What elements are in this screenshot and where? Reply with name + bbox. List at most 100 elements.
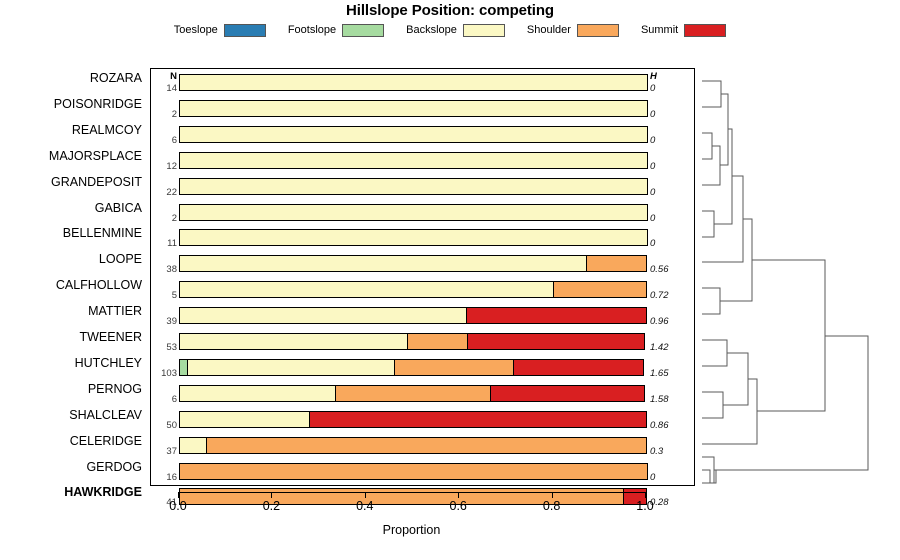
h-value: 0 — [650, 238, 656, 250]
category-label: TWEENER — [79, 330, 143, 344]
legend-item: Summit — [640, 24, 727, 37]
stacked-bar[interactable] — [179, 307, 648, 325]
x-tick-mark — [551, 492, 553, 498]
h-value: 1.58 — [650, 393, 669, 405]
stacked-bar[interactable] — [179, 151, 648, 169]
category-label: REALMCOY — [71, 122, 142, 137]
bar-segment[interactable] — [179, 125, 648, 143]
legend-item-label: Shoulder — [526, 24, 571, 36]
stacked-bar[interactable] — [179, 74, 648, 91]
bar-segment[interactable] — [466, 333, 646, 350]
legend-item-label: Summit — [640, 24, 679, 36]
stacked-bar[interactable] — [179, 462, 648, 480]
stacked-bar[interactable] — [179, 203, 648, 221]
n-value: 41 — [166, 497, 177, 509]
legend-item-label: Backslope — [406, 24, 457, 36]
bar-segment[interactable] — [179, 333, 409, 350]
n-value: 2 — [171, 108, 177, 120]
bar-segment[interactable] — [179, 203, 648, 221]
category-label: MAJORSPLACE — [48, 148, 142, 163]
h-value: 0.56 — [650, 264, 669, 276]
category-label: GRANDEPOSIT — [51, 174, 142, 189]
n-value: 38 — [166, 264, 177, 276]
bar-segment[interactable] — [179, 384, 337, 402]
bar-segment[interactable] — [179, 281, 555, 299]
h-value: 0 — [650, 212, 656, 224]
legend-color-swatch — [342, 24, 385, 37]
n-value: 11 — [167, 238, 177, 250]
category-label: HUTCHLEY — [74, 355, 142, 370]
category-label: GERDOG — [86, 459, 142, 474]
bar-segment[interactable] — [585, 255, 647, 273]
x-tick-mark — [645, 492, 646, 498]
bar-segment[interactable] — [407, 333, 469, 350]
n-value: 2 — [171, 212, 177, 224]
legend: Toeslope Footslope Backslope Shoulder Summit — [0, 24, 900, 37]
category-label: GABICA — [94, 200, 142, 215]
bar-segment[interactable] — [490, 384, 646, 402]
bar-segment[interactable] — [179, 255, 588, 273]
legend-color-swatch — [462, 24, 505, 37]
bar-segment[interactable] — [179, 151, 648, 169]
n-value: 12 — [166, 160, 177, 172]
h-value: 0.72 — [650, 290, 669, 302]
bar-segment[interactable] — [179, 229, 648, 247]
legend-item-label: Footslope — [287, 24, 337, 36]
bar-segment[interactable] — [179, 177, 648, 195]
stacked-bar[interactable] — [179, 255, 648, 273]
category-label: LOOPE — [98, 252, 142, 267]
category-label: BELLENMINE — [62, 226, 142, 241]
stacked-bar[interactable] — [179, 99, 648, 117]
bar-segment[interactable] — [334, 384, 492, 402]
bar-segment[interactable] — [179, 436, 208, 454]
legend-item: Toeslope — [174, 24, 266, 37]
stacked-bar[interactable] — [179, 358, 648, 376]
legend-color-swatch — [576, 24, 619, 37]
bar-segment[interactable] — [552, 281, 647, 299]
stacked-bar[interactable] — [179, 281, 648, 299]
stacked-bar[interactable] — [179, 410, 648, 428]
category-label: MATTIER — [88, 304, 142, 319]
n-column: N 14 2 6 12 22 2 11 38 5 39 53 103 6 50 37 16 41 — [151, 69, 179, 507]
stacked-bar[interactable] — [179, 436, 648, 454]
bar-segment[interactable] — [179, 462, 648, 480]
h-value: 0 — [650, 160, 656, 172]
category-label: SHALCLEAV — [69, 407, 142, 422]
stacked-bar[interactable] — [179, 177, 648, 195]
h-value: 0 — [650, 108, 656, 120]
bar-segment[interactable] — [205, 436, 647, 454]
x-tick-label: 0.0 — [169, 499, 187, 513]
bar-segment[interactable] — [186, 358, 396, 376]
legend-item: Shoulder — [527, 24, 619, 37]
stacked-bar[interactable] — [179, 125, 648, 143]
bar-segment[interactable] — [179, 307, 468, 325]
category-label: HAWKRIDGE — [64, 485, 142, 500]
dendrogram-svg — [702, 80, 869, 484]
n-value: 6 — [171, 393, 177, 405]
bar-segment[interactable] — [179, 410, 311, 428]
stacked-bar[interactable] — [179, 384, 648, 402]
h-value: 0 — [650, 471, 656, 483]
legend-color-swatch — [223, 24, 266, 37]
bar-segment[interactable] — [308, 410, 647, 428]
category-label: POISONRIDGE — [53, 96, 142, 111]
x-tick-label: 1.0 — [636, 499, 654, 513]
legend-item: Backslope — [406, 24, 505, 37]
stacked-bar[interactable] — [179, 229, 648, 247]
bar-segment[interactable] — [179, 99, 648, 117]
x-tick-mark — [271, 492, 273, 498]
bar-segment[interactable] — [179, 74, 648, 91]
bar-segment[interactable] — [512, 358, 644, 376]
x-tick-mark — [178, 492, 179, 498]
h-value: 0.96 — [650, 316, 669, 328]
n-column-header: N — [170, 71, 177, 82]
stacked-bar[interactable] — [179, 488, 648, 506]
page-title: Hillslope Position: competing — [346, 2, 554, 19]
x-tick-label: 0.4 — [356, 499, 374, 513]
stacked-bar[interactable] — [179, 333, 648, 350]
legend-item-label: Toeslope — [173, 24, 218, 36]
h-column-header: H — [650, 71, 657, 82]
bar-segment[interactable] — [394, 358, 514, 376]
bar-segment[interactable] — [466, 307, 647, 325]
